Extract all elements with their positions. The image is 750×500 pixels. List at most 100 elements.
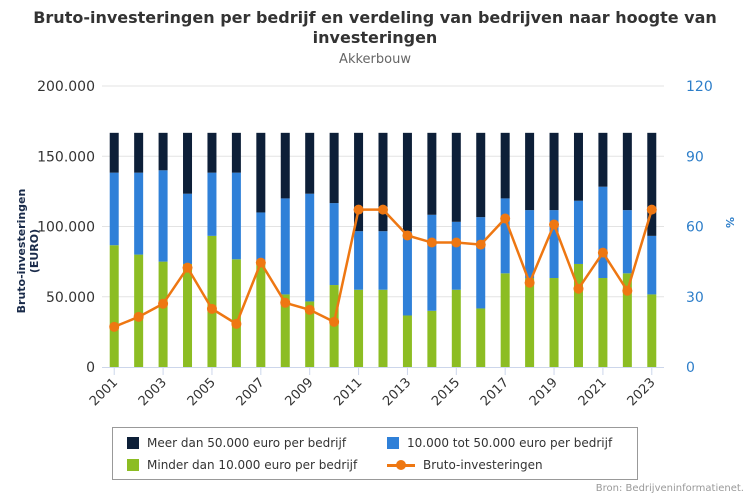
y2-tick-label: 60 (686, 220, 704, 236)
bar-segment (305, 132, 315, 194)
line-point (475, 239, 486, 250)
bar-segment (134, 254, 144, 367)
line-point (158, 298, 169, 309)
bar-segment (256, 132, 266, 213)
bar-segment (476, 132, 486, 218)
bar-segment (500, 273, 510, 367)
bar-segment (329, 203, 339, 286)
source-note: Bron: Bedrijveninformatienet. (595, 483, 744, 494)
legend: Meer dan 50.000 euro per bedrijf 10.000 t… (112, 427, 638, 480)
legend-swatch (387, 437, 399, 449)
line-point (622, 285, 633, 296)
y2-tick-label: 90 (686, 149, 704, 165)
bar-segment (207, 172, 217, 236)
bar-segment (549, 278, 559, 367)
bar-segment (354, 231, 364, 290)
bar-segment (183, 193, 193, 264)
legend-item[interactable]: 10.000 tot 50.000 euro per bedrijf (387, 436, 612, 450)
bar-segment (427, 214, 437, 311)
bar-segment (280, 294, 290, 367)
bar-segment (647, 235, 657, 295)
x-tick-label: 2013 (380, 375, 414, 409)
y-tick-label: 100.000 (37, 220, 95, 236)
bar-segment (134, 132, 144, 173)
chart-subtitle: Akkerbouw (339, 52, 411, 67)
x-tick-label: 2021 (576, 375, 610, 409)
bar-segment (305, 301, 315, 367)
legend-swatch (127, 437, 139, 449)
y2-tick-label: 120 (686, 79, 713, 95)
x-tick-label: 2009 (283, 375, 317, 409)
bar-segment (158, 170, 168, 262)
bar-segment (622, 210, 632, 274)
bar-segment (525, 132, 535, 211)
legend-item[interactable]: Bruto-investeringen (387, 458, 543, 472)
line-point (133, 311, 144, 322)
legend-line-marker-icon (387, 459, 415, 471)
line-point (451, 237, 462, 248)
x-tick-label: 2003 (136, 375, 170, 409)
bar-segment (549, 210, 559, 279)
line-point (182, 262, 193, 273)
legend-label: Bruto-investeringen (423, 458, 543, 472)
line-point (231, 318, 242, 329)
line-point (500, 213, 511, 224)
y-tick-label: 50.000 (46, 290, 95, 306)
y2-tick-label: 30 (686, 290, 704, 306)
x-tick-label: 2001 (87, 375, 121, 409)
bar-segment (183, 132, 193, 194)
bar-segment (573, 132, 583, 201)
chart-title: Bruto-investeringen per bedrijf en verde… (33, 8, 717, 47)
bar-segment (402, 132, 412, 232)
bar-segment (525, 278, 535, 367)
legend-item[interactable]: Meer dan 50.000 euro per bedrijf (127, 436, 346, 450)
line-point (206, 303, 217, 314)
bar-segment (354, 289, 364, 367)
bar-segment (647, 132, 657, 236)
bar-segment (573, 200, 583, 264)
bar-segment (598, 132, 608, 187)
x-tick-label: 2017 (478, 375, 512, 409)
y2-tick-label: 0 (686, 360, 695, 376)
bar-segment (256, 263, 266, 367)
bar-segment (109, 172, 119, 246)
x-tick-label: 2007 (234, 375, 268, 409)
bar-segment (329, 132, 339, 204)
x-tick-label: 2015 (429, 375, 463, 409)
line-point (255, 257, 266, 268)
bar-segment (231, 172, 241, 260)
line-point (304, 304, 315, 315)
bar-segment (231, 132, 241, 173)
bar-segment (378, 132, 388, 232)
bar-segment (231, 259, 241, 367)
y-tick-label: 200.000 (37, 79, 95, 95)
bar-segment (158, 132, 168, 171)
bar-segment (402, 315, 412, 367)
bar-segment (427, 132, 437, 215)
legend-item[interactable]: Minder dan 10.000 euro per bedrijf (127, 458, 357, 472)
bar-segment (427, 310, 437, 367)
bar-segment (500, 198, 510, 274)
x-tick-label: 2019 (527, 375, 561, 409)
plot-area: 0 0 50.000 30 100.000 60 150.000 90 200.000 120 20… (37, 79, 713, 409)
bar-segment (598, 186, 608, 279)
bar-segment (451, 221, 461, 290)
y-tick-label: 0 (86, 360, 95, 376)
bar-segment (378, 289, 388, 367)
bar-segment (354, 132, 364, 232)
bar-segment (109, 245, 119, 367)
bar-segment (525, 210, 535, 279)
line-point (402, 230, 413, 241)
line-point (109, 321, 120, 332)
bar-segment (647, 294, 657, 367)
bar-segment (158, 261, 168, 367)
bar-segment (549, 132, 559, 211)
bar-segment (134, 172, 144, 255)
legend-label: 10.000 tot 50.000 euro per bedrijf (407, 436, 613, 450)
bar-segment (598, 278, 608, 367)
bar-segment (378, 231, 388, 290)
bar-segment (256, 212, 266, 264)
y-tick-label: 150.000 (37, 149, 95, 165)
bar-segment (183, 263, 193, 367)
